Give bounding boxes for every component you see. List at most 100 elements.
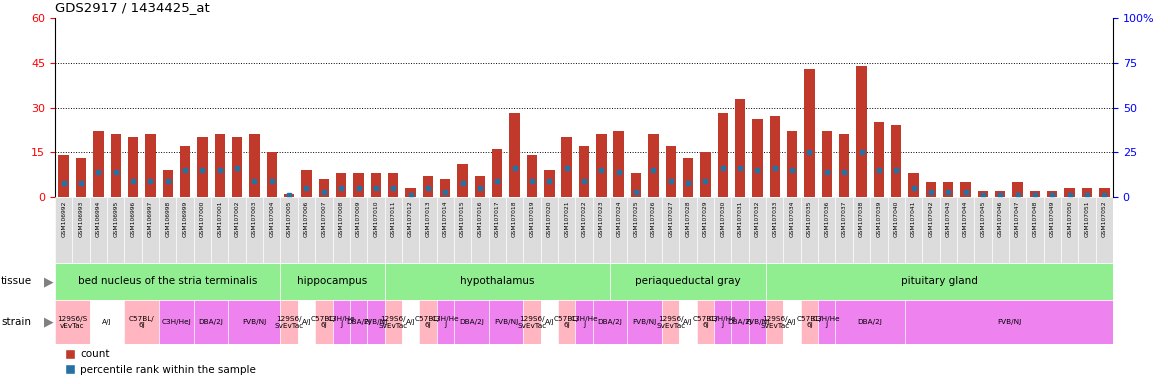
Text: FVB/NJ: FVB/NJ: [494, 319, 519, 325]
Bar: [766, 197, 784, 263]
Text: 129S6/
SvEvTac: 129S6/ SvEvTac: [656, 316, 686, 328]
Text: GSM107040: GSM107040: [894, 200, 898, 237]
Text: GDS2917 / 1434425_at: GDS2917 / 1434425_at: [55, 1, 210, 14]
Bar: [90, 197, 107, 263]
Text: A/J: A/J: [787, 319, 797, 325]
Text: GSM107005: GSM107005: [286, 200, 292, 237]
Text: GSM107037: GSM107037: [842, 200, 847, 237]
Text: C3H/He
J: C3H/He J: [570, 316, 598, 328]
Text: strain: strain: [1, 317, 32, 327]
Text: GSM107024: GSM107024: [617, 200, 621, 237]
Bar: [627, 197, 645, 263]
Bar: [266, 152, 277, 197]
Bar: [333, 300, 350, 344]
Text: GSM107044: GSM107044: [964, 200, 968, 237]
Bar: [731, 197, 749, 263]
Bar: [301, 170, 312, 197]
Bar: [749, 300, 766, 344]
Bar: [249, 134, 259, 197]
Text: FVB/NJ: FVB/NJ: [363, 319, 388, 325]
Bar: [592, 197, 610, 263]
Bar: [440, 179, 451, 197]
Bar: [215, 134, 225, 197]
Bar: [176, 197, 194, 263]
Text: GSM107048: GSM107048: [1033, 200, 1037, 237]
Bar: [72, 197, 90, 263]
Bar: [458, 164, 468, 197]
Bar: [923, 197, 939, 263]
Text: GSM107008: GSM107008: [339, 200, 343, 237]
Bar: [298, 197, 315, 263]
Bar: [853, 197, 870, 263]
Bar: [197, 137, 208, 197]
Bar: [558, 300, 576, 344]
Text: GSM106994: GSM106994: [96, 200, 100, 237]
Bar: [280, 263, 384, 300]
Bar: [124, 300, 159, 344]
Text: GSM107023: GSM107023: [599, 200, 604, 237]
Bar: [645, 197, 662, 263]
Text: DBA/2J: DBA/2J: [857, 319, 883, 325]
Bar: [662, 300, 680, 344]
Text: GSM107025: GSM107025: [633, 200, 639, 237]
Bar: [870, 197, 888, 263]
Bar: [700, 152, 710, 197]
Text: GSM107045: GSM107045: [980, 200, 986, 237]
Bar: [1013, 182, 1023, 197]
Text: periaqueductal gray: periaqueductal gray: [635, 276, 741, 286]
Bar: [939, 197, 957, 263]
Bar: [384, 263, 610, 300]
Text: GSM107019: GSM107019: [529, 200, 535, 237]
Bar: [576, 197, 592, 263]
Bar: [978, 191, 988, 197]
Text: GSM107013: GSM107013: [425, 200, 430, 237]
Bar: [367, 197, 384, 263]
Text: DBA/2J: DBA/2J: [346, 319, 371, 325]
Bar: [960, 182, 971, 197]
Bar: [336, 173, 347, 197]
Bar: [579, 146, 589, 197]
Bar: [805, 69, 814, 197]
Text: GSM107022: GSM107022: [582, 200, 586, 237]
Text: GSM107003: GSM107003: [252, 200, 257, 237]
Text: A/J: A/J: [544, 319, 554, 325]
Bar: [194, 197, 211, 263]
Bar: [1082, 188, 1092, 197]
Bar: [315, 300, 333, 344]
Bar: [145, 134, 155, 197]
Text: GSM106992: GSM106992: [61, 200, 67, 237]
Bar: [229, 300, 280, 344]
Bar: [111, 134, 121, 197]
Text: FVB/NJ: FVB/NJ: [745, 319, 770, 325]
Bar: [766, 300, 784, 344]
Bar: [784, 300, 801, 344]
Bar: [388, 173, 398, 197]
Bar: [492, 149, 502, 197]
Bar: [298, 300, 315, 344]
Bar: [905, 300, 1113, 344]
Bar: [909, 173, 919, 197]
Bar: [731, 300, 749, 344]
Text: C3H/He
J: C3H/He J: [327, 316, 355, 328]
Bar: [562, 137, 572, 197]
Text: A/J: A/J: [683, 319, 693, 325]
Text: GSM107014: GSM107014: [443, 200, 447, 237]
Bar: [280, 300, 298, 344]
Bar: [402, 197, 419, 263]
Bar: [474, 176, 485, 197]
Bar: [735, 99, 745, 197]
Bar: [350, 197, 367, 263]
Text: GSM107036: GSM107036: [825, 200, 829, 237]
Bar: [770, 116, 780, 197]
Bar: [974, 197, 992, 263]
Bar: [141, 197, 159, 263]
Bar: [454, 197, 471, 263]
Bar: [1009, 197, 1027, 263]
Bar: [232, 137, 242, 197]
Text: GSM107020: GSM107020: [547, 200, 551, 237]
Bar: [55, 300, 90, 344]
Text: GSM107051: GSM107051: [1084, 200, 1090, 237]
Text: GSM107029: GSM107029: [703, 200, 708, 237]
Bar: [471, 197, 488, 263]
Bar: [787, 131, 798, 197]
